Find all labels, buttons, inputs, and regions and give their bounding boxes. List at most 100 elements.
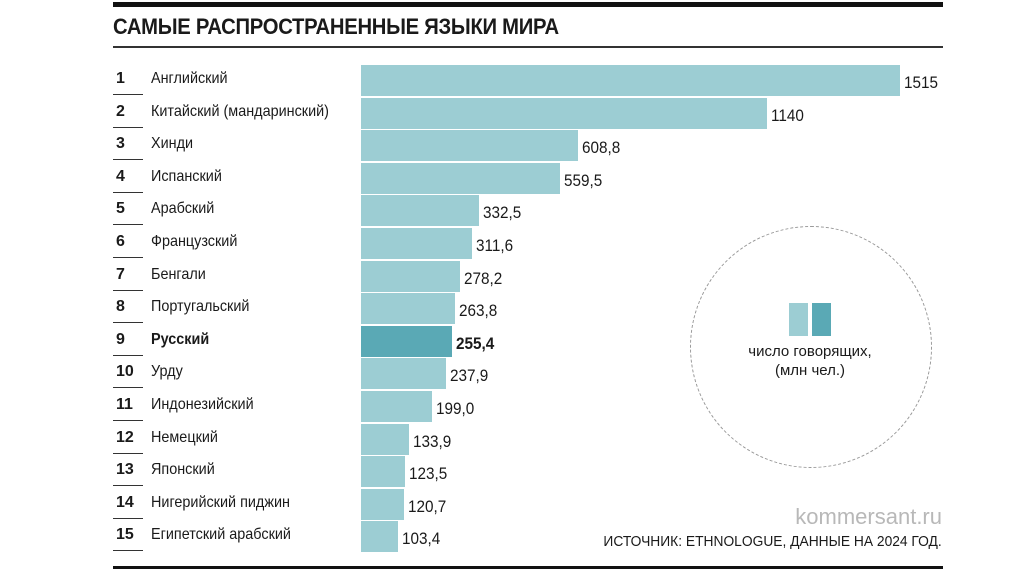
- category-label: Испанский: [151, 167, 222, 185]
- bar-row: 9 Русский 255,4: [0, 325, 1024, 358]
- value-label: 263,8: [458, 301, 498, 321]
- bar: [361, 260, 460, 292]
- bar: [361, 293, 455, 325]
- bar-row: 11 Индонезийский 199,0: [0, 390, 1024, 423]
- bar: [361, 521, 398, 553]
- category-label: Бенгали: [151, 265, 206, 283]
- category-label: Египетский арабский: [151, 526, 291, 544]
- rank-label: 6: [116, 233, 125, 250]
- bar: [361, 488, 404, 520]
- bar-row: 14 Нигерийский пиджин 120,7: [0, 488, 1024, 521]
- chart-title: САМЫЕ РАСПРОСТРАНЕННЫЕ ЯЗЫКИ МИРА: [113, 14, 559, 39]
- category-label: Хинди: [151, 135, 194, 153]
- rank-label: 7: [116, 265, 125, 283]
- rank-label: 11: [116, 396, 133, 413]
- category-label: Португальский: [151, 298, 250, 316]
- category-label: Китайский (мандаринский): [151, 102, 329, 120]
- value-label: 559,5: [564, 170, 603, 190]
- rank-underline: [113, 126, 143, 128]
- bar: [361, 130, 578, 162]
- value-label: 1140: [770, 105, 804, 125]
- rank-underline: [113, 224, 143, 226]
- bar: [361, 97, 767, 129]
- rank-underline: [113, 257, 143, 258]
- rank-label: 5: [116, 200, 125, 218]
- bar-row: 5 Арабский 332,5: [0, 194, 1024, 227]
- category-label: Урду: [151, 363, 183, 381]
- bar: [361, 195, 480, 227]
- category-label: Нигерийский пиджин: [151, 493, 290, 511]
- site-watermark: kommersant.ru: [795, 504, 942, 529]
- rank-label: 10: [116, 363, 134, 381]
- rank-label: 15: [116, 526, 134, 544]
- bar-row: 15 Египетский арабский 103,4: [0, 520, 1024, 553]
- bar-row: 1 Английский 1515: [0, 64, 1024, 97]
- rank-label: 4: [116, 167, 125, 185]
- top-rule: [113, 2, 943, 7]
- rank-label: 1: [116, 70, 125, 87]
- rank-label: 8: [116, 298, 125, 316]
- rank-underline: [113, 485, 143, 487]
- rank-underline: [113, 159, 143, 161]
- legend-swatch-highlight: [812, 303, 831, 336]
- value-label: 103,4: [401, 529, 441, 549]
- category-label: Французский: [151, 233, 238, 250]
- legend-unit: (млн чел.): [774, 362, 846, 379]
- rank-underline: [113, 354, 143, 356]
- legend-label: число говорящих,: [748, 343, 872, 360]
- value-label: 123,5: [408, 464, 448, 484]
- category-label: Индонезийский: [151, 396, 254, 413]
- value-label: 199,0: [435, 399, 475, 418]
- bar-row: 13 Японский 123,5: [0, 455, 1024, 488]
- bar-row: 3 Хинди 608,8: [0, 129, 1024, 162]
- value-label: 278,2: [463, 268, 503, 288]
- rank-label: 14: [116, 493, 134, 511]
- value-label: 608,8: [581, 138, 620, 158]
- bar-row: 4 Испанский 559,5: [0, 162, 1024, 195]
- rank-underline: [113, 517, 143, 519]
- rank-label: 9: [116, 330, 125, 348]
- bar: [361, 391, 432, 422]
- bar: [361, 456, 405, 488]
- bar-row: 12 Немецкий 133,9: [0, 423, 1024, 456]
- bar: [361, 325, 452, 357]
- bar: [361, 162, 561, 194]
- rank-underline: [113, 322, 143, 324]
- title-rule: [113, 46, 943, 48]
- value-label: 255,4: [455, 333, 495, 353]
- bar: [361, 228, 472, 259]
- rank-label: 12: [116, 428, 134, 446]
- rank-underline: [113, 387, 143, 389]
- value-label: 120,7: [407, 496, 447, 516]
- rank-underline: [113, 452, 143, 454]
- value-label: 1515: [904, 73, 939, 92]
- category-label: Английский: [151, 70, 228, 87]
- source-note: ИСТОЧНИК: ETHNOLOGUE, ДАННЫЕ НА 2024 ГОД…: [603, 533, 942, 550]
- bar: [361, 423, 409, 455]
- category-label: Японский: [151, 461, 215, 479]
- rank-underline: [113, 191, 143, 193]
- legend-swatch-regular: [789, 303, 808, 336]
- value-label: 311,6: [475, 236, 514, 255]
- bar-row: 7 Бенгали 278,2: [0, 260, 1024, 293]
- rank-label: 3: [116, 135, 125, 153]
- bar-row: 2 Китайский (мандаринский) 1140: [0, 97, 1024, 130]
- bar-row: 8 Португальский 263,8: [0, 292, 1024, 325]
- bar: [361, 65, 900, 96]
- rank-label: 2: [116, 102, 125, 120]
- rank-underline: [113, 289, 143, 291]
- rank-underline: [113, 420, 143, 421]
- bar-row: 6 Французский 311,6: [0, 227, 1024, 260]
- rank-underline: [113, 94, 143, 95]
- category-label: Немецкий: [151, 428, 218, 446]
- bar-row: 10 Урду 237,9: [0, 357, 1024, 390]
- value-label: 237,9: [449, 366, 488, 386]
- category-label: Русский: [151, 330, 210, 348]
- bottom-rule: [113, 566, 943, 569]
- value-label: 133,9: [412, 431, 451, 451]
- rank-label: 13: [116, 461, 134, 479]
- rank-underline: [113, 550, 143, 552]
- legend-circle: [690, 226, 932, 468]
- bar: [361, 358, 446, 390]
- value-label: 332,5: [483, 203, 522, 223]
